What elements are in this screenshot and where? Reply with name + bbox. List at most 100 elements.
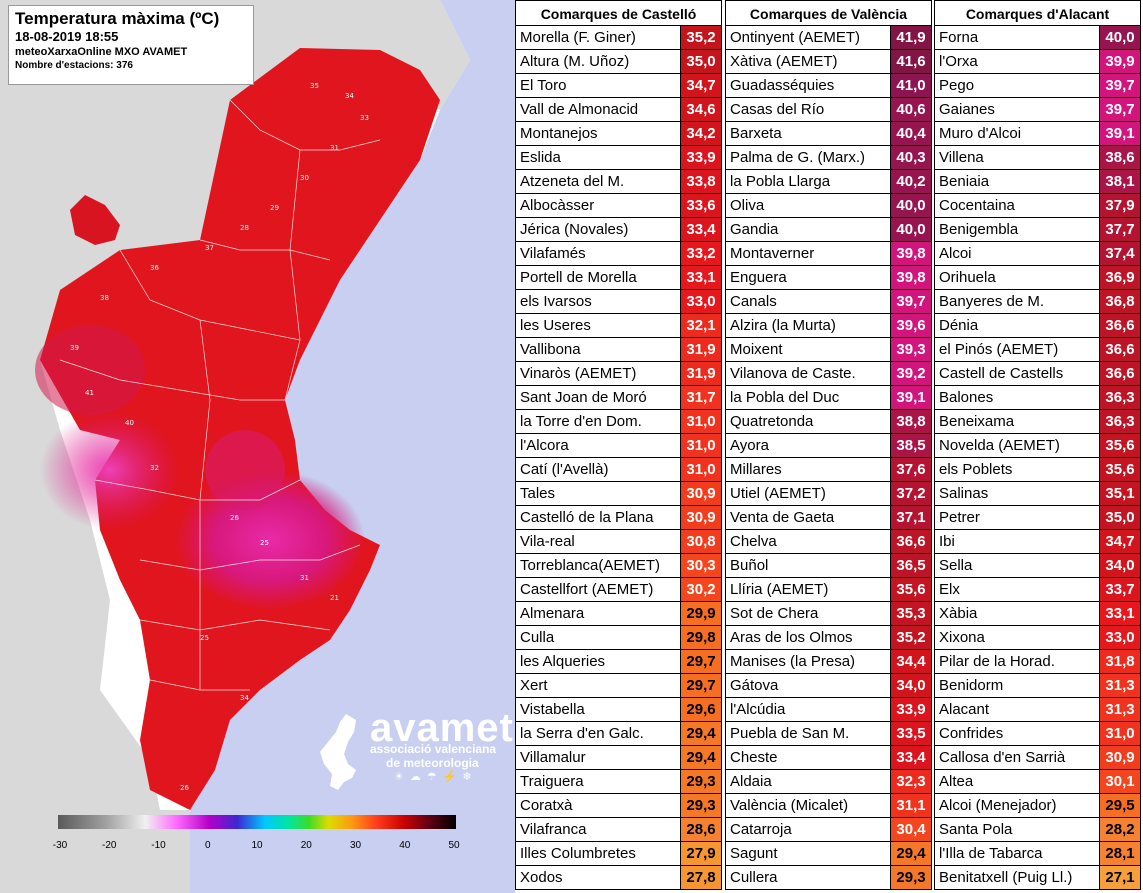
station-name: Castellfort (AEMET) (516, 578, 680, 601)
station-name: Elx (935, 578, 1099, 601)
temperature-value: 33,1 (1099, 602, 1140, 625)
temperature-value: 38,6 (1099, 146, 1140, 169)
scale-tick-label: 30 (349, 840, 362, 851)
temperature-map[interactable]: 35 34 33 31 30 29 28 37 36 38 39 41 40 32 26 25 31 21 25 34… (0, 0, 515, 893)
temperature-value: 34,7 (1099, 530, 1140, 553)
map-panel[interactable]: 35 34 33 31 30 29 28 37 36 38 39 41 40 32 26 25 31 21 25 34… (0, 0, 515, 893)
station-name: Villamalur (516, 746, 680, 769)
temperature-value: 30,9 (680, 482, 721, 505)
station-name: Vall de Almonacid (516, 98, 680, 121)
station-value-label: 35 (310, 82, 319, 90)
table-row: Cullera 29,3 (725, 866, 932, 890)
table-row: Alcoi 37,4 (934, 242, 1141, 266)
table-row: Aldaia 32,3 (725, 770, 932, 794)
temperature-value: 33,0 (680, 290, 721, 313)
temperature-value: 36,9 (1099, 266, 1140, 289)
station-name: Enguera (726, 266, 890, 289)
temperature-value: 39,8 (890, 242, 931, 265)
temperature-value: 28,2 (1099, 818, 1140, 841)
temperature-value: 33,5 (890, 722, 931, 745)
station-name: Petrer (935, 506, 1099, 529)
region-land (40, 48, 440, 810)
table-row: Salinas 35,1 (934, 482, 1141, 506)
station-name: Catarroja (726, 818, 890, 841)
table-row: Catarroja 30,4 (725, 818, 932, 842)
temperature-value: 40,4 (890, 122, 931, 145)
table-row: Chelva 36,6 (725, 530, 932, 554)
station-name: la Serra d'en Galc. (516, 722, 680, 745)
temperature-value: 33,4 (680, 218, 721, 241)
table-row: Buñol 36,5 (725, 554, 932, 578)
avamet-logo: avamet associació valenciana de meteorol… (316, 706, 515, 800)
station-name: Catí (l'Avellà) (516, 458, 680, 481)
table-row: Forna 40,0 (934, 26, 1141, 50)
temperature-value: 37,1 (890, 506, 931, 529)
temperature-value: 35,0 (1099, 506, 1140, 529)
station-name: Sot de Chera (726, 602, 890, 625)
table-row: Manises (la Presa) 34,4 (725, 650, 932, 674)
station-name: Casas del Río (726, 98, 890, 121)
station-name: la Pobla del Duc (726, 386, 890, 409)
station-name: Sagunt (726, 842, 890, 865)
station-name: Alzira (la Murta) (726, 314, 890, 337)
table-row: l'Alcora 31,0 (515, 434, 722, 458)
temperature-value: 34,0 (890, 674, 931, 697)
table-row: Llíria (AEMET) 35,6 (725, 578, 932, 602)
temperature-value: 33,2 (680, 242, 721, 265)
station-name: l'Alcora (516, 434, 680, 457)
station-name: els Ivarsos (516, 290, 680, 313)
station-name: Beniaia (935, 170, 1099, 193)
table-row: la Pobla del Duc 39,1 (725, 386, 932, 410)
station-name: Xixona (935, 626, 1099, 649)
table-row: Montaverner 39,8 (725, 242, 932, 266)
table-row: Castellfort (AEMET) 30,2 (515, 578, 722, 602)
map-legend-box: Temperatura màxima (ºC) 18-08-2019 18:55… (8, 5, 254, 85)
station-value-label: 34 (345, 92, 354, 100)
temperature-value: 36,3 (1099, 410, 1140, 433)
temperature-value: 31,7 (680, 386, 721, 409)
table-header: Comarques de València (725, 0, 932, 26)
table-row: Aras de los Olmos 35,2 (725, 626, 932, 650)
temperature-value: 40,2 (890, 170, 931, 193)
station-name: Alcoi (Menejador) (935, 794, 1099, 817)
table-row: Vinaròs (AEMET) 31,9 (515, 362, 722, 386)
temperature-value: 28,1 (1099, 842, 1140, 865)
station-name: Barxeta (726, 122, 890, 145)
station-name: Beneixama (935, 410, 1099, 433)
scale-tick-label: -10 (151, 840, 166, 851)
temperature-value: 31,1 (890, 794, 931, 817)
scale-tick-label: 10 (251, 840, 263, 851)
table-row: Tales 30,9 (515, 482, 722, 506)
table-row: Vila-real 30,8 (515, 530, 722, 554)
station-name: Montaverner (726, 242, 890, 265)
station-name: Benitatxell (Puig Ll.) (935, 866, 1099, 889)
table-row: Vallibona 31,9 (515, 338, 722, 362)
temperature-value: 39,3 (890, 338, 931, 361)
station-value-label: 33 (360, 114, 369, 122)
table-row: Vilafranca 28,6 (515, 818, 722, 842)
temperature-value: 39,1 (890, 386, 931, 409)
station-labels: 35 34 33 31 30 29 28 37 36 38 39 41 40 32 26 25 31 21 25 34… (70, 82, 369, 792)
station-value-label: 29 (270, 204, 279, 212)
table-row: Vistabella 29,6 (515, 698, 722, 722)
temperature-value: 35,0 (680, 50, 721, 73)
temperature-value: 39,7 (1099, 98, 1140, 121)
table-row: Vall de Almonacid 34,6 (515, 98, 722, 122)
station-name: Puebla de San M. (726, 722, 890, 745)
table-row: Portell de Morella 33,1 (515, 266, 722, 290)
station-name: Banyeres de M. (935, 290, 1099, 313)
scale-tick-label: 20 (300, 840, 312, 851)
station-value-label: 26 (230, 514, 239, 522)
station-name: Vilafranca (516, 818, 680, 841)
table-row: Montanejos 34,2 (515, 122, 722, 146)
table-row: Petrer 35,0 (934, 506, 1141, 530)
station-name: Vistabella (516, 698, 680, 721)
temperature-value: 31,3 (1099, 698, 1140, 721)
station-name: Montanejos (516, 122, 680, 145)
station-name: Llíria (AEMET) (726, 578, 890, 601)
station-value-label: 34 (240, 694, 249, 702)
warm-zone-2 (205, 430, 285, 510)
station-name: Benidorm (935, 674, 1099, 697)
temperature-value: 31,0 (680, 434, 721, 457)
station-name: Guadasséquies (726, 74, 890, 97)
